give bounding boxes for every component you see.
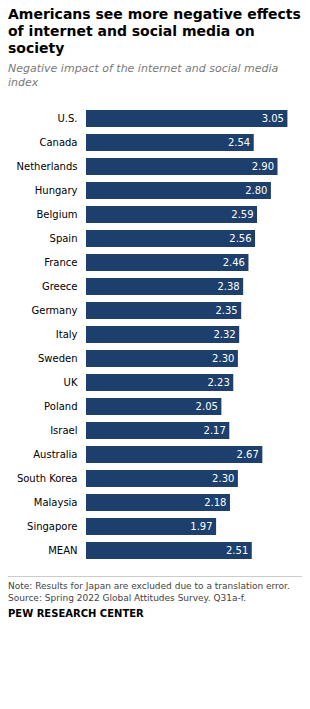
svg-text:MEAN: MEAN <box>48 545 77 556</box>
svg-text:2.18: 2.18 <box>204 497 226 508</box>
svg-text:2.17: 2.17 <box>204 425 226 436</box>
svg-text:1.97: 1.97 <box>190 521 212 532</box>
svg-text:2.80: 2.80 <box>245 185 267 196</box>
svg-text:2.38: 2.38 <box>217 281 239 292</box>
html-text:Americans see more negative ef: Americans see more negative effects of i… <box>8 6 301 56</box>
svg-text:Australia: Australia <box>33 449 77 460</box>
svg-text:UK: UK <box>64 377 78 388</box>
svg-text:2.56: 2.56 <box>229 233 251 244</box>
svg-text:Sweden: Sweden <box>38 353 78 364</box>
svg-text:2.30: 2.30 <box>212 353 234 364</box>
svg-text:2.67: 2.67 <box>237 449 259 460</box>
svg-text:3.05: 3.05 <box>262 113 284 124</box>
svg-text:2.05: 2.05 <box>196 401 218 412</box>
svg-text:2.35: 2.35 <box>215 305 237 316</box>
svg-text:Canada: Canada <box>39 137 77 148</box>
svg-text:Italy: Italy <box>56 329 78 340</box>
svg-text:Netherlands: Netherlands <box>17 161 78 172</box>
svg-text:Germany: Germany <box>32 305 78 316</box>
svg-text:2.32: 2.32 <box>213 329 235 340</box>
svg-text:2.30: 2.30 <box>212 473 234 484</box>
svg-text:2.54: 2.54 <box>228 137 250 148</box>
html-text:PEW RESEARCH CENTER: PEW RESEARCH CENTER <box>8 608 144 620</box>
html-text:Note: Results for Japan are ex: Note: Results for Japan are excluded due… <box>8 580 290 603</box>
svg-text:France: France <box>44 257 77 268</box>
svg-text:Malaysia: Malaysia <box>34 497 78 508</box>
svg-text:U.S.: U.S. <box>57 113 77 124</box>
svg-text:2.90: 2.90 <box>252 161 274 172</box>
svg-text:Spain: Spain <box>50 233 78 244</box>
svg-text:Belgium: Belgium <box>37 209 78 220</box>
svg-text:Greece: Greece <box>42 281 78 292</box>
svg-text:Poland: Poland <box>44 401 77 412</box>
svg-text:Israel: Israel <box>50 425 77 436</box>
svg-text:2.46: 2.46 <box>223 257 245 268</box>
svg-text:2.59: 2.59 <box>231 209 253 220</box>
svg-text:2.23: 2.23 <box>207 377 229 388</box>
svg-text:South Korea: South Korea <box>17 473 78 484</box>
svg-text:Hungary: Hungary <box>35 185 78 196</box>
svg-text:Singapore: Singapore <box>27 521 77 532</box>
html-text:Negative impact of the interne: Negative impact of the internet and soci… <box>8 62 279 90</box>
svg-text:2.51: 2.51 <box>226 545 248 556</box>
